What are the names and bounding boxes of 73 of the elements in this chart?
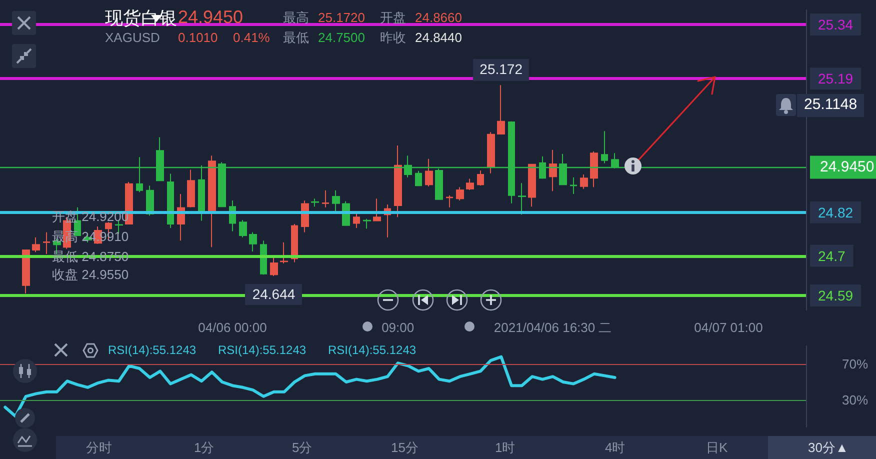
annotation: RSI(14):55.1243 [108, 343, 196, 358]
candlestick [477, 170, 484, 186]
candlestick [394, 145, 402, 218]
text: 1时 [495, 440, 516, 456]
y-tick-label: 25.19 [818, 70, 854, 87]
annotation: RSI(14):55.1243 [328, 343, 416, 358]
candlestick [487, 132, 495, 174]
text: 分时 [86, 440, 112, 456]
y-tick-label: 25.34 [818, 16, 854, 32]
annotation: 24.9450 [178, 7, 244, 28]
annotation: 0.41% [233, 30, 270, 46]
candlestick [291, 223, 298, 263]
candlestick [22, 250, 30, 294]
text: 1分 [194, 440, 214, 456]
x-tick-label: 09:00 [382, 320, 414, 335]
text: 4时 [605, 440, 626, 456]
candlestick [446, 194, 453, 208]
annotation: 25.172 [472, 59, 530, 81]
candlestick [43, 232, 50, 254]
annotation: 24.8660 [415, 10, 462, 26]
candlestick [518, 182, 526, 216]
candlestick [363, 218, 371, 230]
annotation: 24.644 [245, 284, 302, 306]
annotation: RSI(14):55.1243 [218, 343, 306, 358]
candlestick [208, 155, 216, 248]
annotation: 昨收 [380, 30, 406, 46]
candlestick [332, 190, 340, 212]
annotation: 开盘 [380, 10, 406, 26]
x-tick-label: 04/06 00:00 [198, 320, 267, 335]
annotation: 25.1148 [797, 94, 864, 116]
text: 30分▲ [808, 440, 848, 456]
candlestick [270, 256, 278, 277]
candlestick [601, 130, 608, 164]
ref-line-label: 24.9450 [820, 158, 874, 176]
candlestick [415, 170, 422, 186]
candlestick [260, 240, 267, 276]
candlestick [32, 236, 40, 253]
candlestick [373, 198, 381, 222]
candlestick [353, 213, 360, 228]
y-tick-label: 24.82 [818, 204, 854, 220]
candlestick [187, 169, 195, 208]
candlestick [311, 198, 319, 208]
y-tick-label: 24.59 [818, 288, 854, 304]
candlestick [280, 242, 288, 264]
candlestick [549, 149, 557, 192]
candlestick [528, 163, 536, 208]
annotation: 最高 [283, 10, 309, 26]
x-tick-label: 2021/04/06 16:30 二 [494, 320, 612, 335]
annotation: 最低 [283, 30, 309, 46]
candlestick [570, 176, 577, 194]
annotation: 25.1720 [318, 10, 365, 26]
candlestick [322, 190, 329, 208]
text: 15分 [391, 440, 418, 456]
text: XAGUSD [105, 30, 160, 45]
candlestick [497, 84, 505, 135]
candlestick [466, 178, 474, 190]
text: 日K [706, 440, 728, 456]
candlestick [456, 186, 464, 201]
candlestick [590, 150, 598, 188]
annotation: 24.8440 [415, 30, 462, 46]
candlestick [167, 173, 174, 228]
text: 5分 [292, 440, 312, 456]
annotation: 24.7500 [318, 30, 365, 46]
candlestick [239, 220, 247, 238]
candlestick [249, 232, 257, 252]
annotation: 收盘 24.9550 [52, 267, 129, 282]
annotation: 0.1010 [178, 30, 218, 46]
x-tick-label: 04/07 01:00 [694, 320, 763, 335]
candlestick [580, 174, 588, 190]
candlestick [425, 158, 433, 187]
y-tick-label: 24.7 [818, 248, 846, 264]
y-tick-label: 70% [842, 356, 868, 372]
y-tick-label: 30% [842, 392, 868, 408]
